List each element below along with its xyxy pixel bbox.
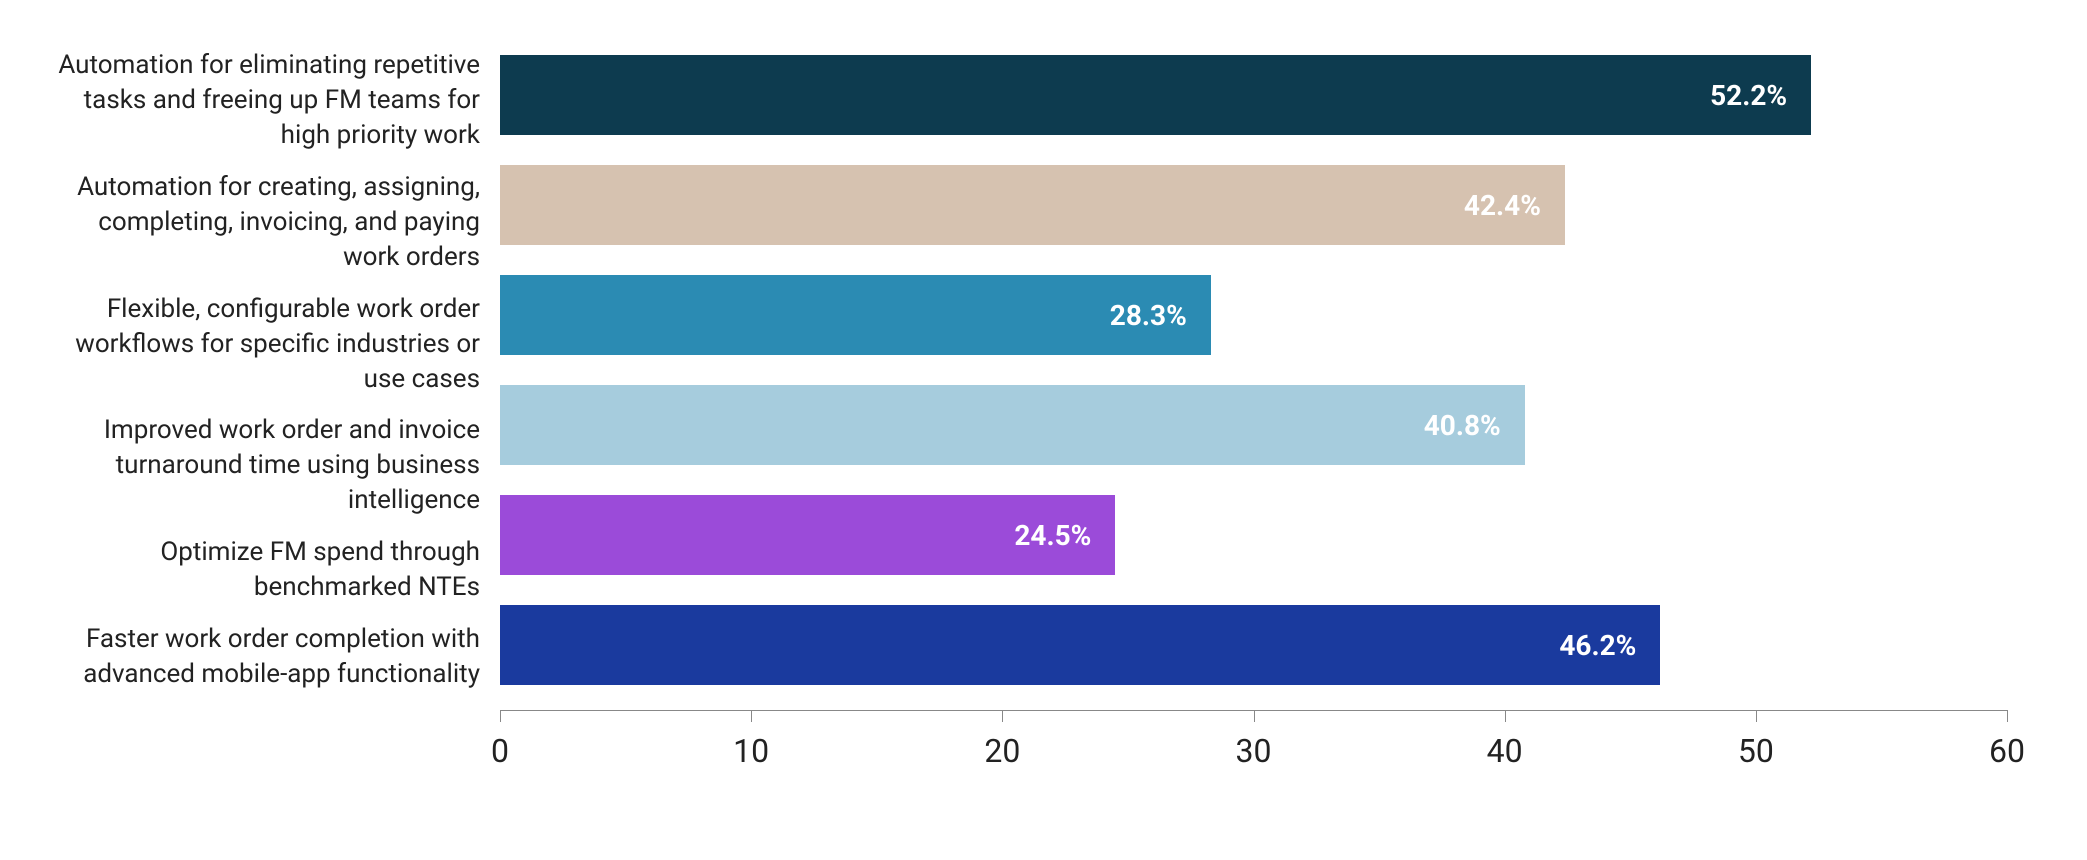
x-tick: [1254, 710, 1255, 722]
x-axis-line: 0102030405060: [500, 710, 2007, 800]
x-tick-label: 0: [491, 732, 509, 770]
x-tick-label: 20: [984, 732, 1020, 770]
x-axis: 0102030405060: [40, 710, 2007, 800]
bar-row: 40.8%: [500, 385, 2007, 465]
bar: 40.8%: [500, 385, 1525, 465]
chart-body: Automation for eliminating repetitive ta…: [40, 40, 2007, 700]
bar-value: 40.8%: [1424, 409, 1501, 442]
x-tick-label: 40: [1487, 732, 1523, 770]
x-tick-label: 10: [733, 732, 769, 770]
x-tick-label: 50: [1738, 732, 1774, 770]
bar-value: 28.3%: [1110, 299, 1187, 332]
bars-area: 52.2% 42.4% 28.3% 40.8% 24.5% 46.2%: [500, 40, 2007, 700]
bar-value: 46.2%: [1559, 629, 1636, 662]
x-tick-label: 60: [1989, 732, 2025, 770]
bar-value: 42.4%: [1464, 189, 1541, 222]
x-tick-label: 30: [1236, 732, 1272, 770]
bar: 28.3%: [500, 275, 1211, 355]
axis-spacer: [40, 710, 500, 800]
bar-value: 52.2%: [1710, 79, 1787, 112]
bar: 52.2%: [500, 55, 1811, 135]
bar-label: Automation for eliminating repetitive ta…: [40, 48, 480, 153]
bar-row: 24.5%: [500, 495, 2007, 575]
bar: 42.4%: [500, 165, 1565, 245]
bar-row: 28.3%: [500, 275, 2007, 355]
x-tick: [1002, 710, 1003, 722]
x-tick: [751, 710, 752, 722]
bar-label: Optimize FM spend through benchmarked NT…: [40, 535, 480, 605]
bar: 46.2%: [500, 605, 1660, 685]
x-tick: [1505, 710, 1506, 722]
bar-value: 24.5%: [1014, 519, 1091, 552]
bar: 24.5%: [500, 495, 1115, 575]
bar-row: 46.2%: [500, 605, 2007, 685]
bar-label: Faster work order completion with advanc…: [40, 622, 480, 692]
bar-chart: Automation for eliminating repetitive ta…: [0, 0, 2087, 860]
bar-row: 42.4%: [500, 165, 2007, 245]
x-tick: [1756, 710, 1757, 722]
bar-row: 52.2%: [500, 55, 2007, 135]
bar-label: Flexible, configurable work order workfl…: [40, 292, 480, 397]
x-tick: [2007, 710, 2008, 722]
bar-label: Automation for creating, assigning, comp…: [40, 170, 480, 275]
y-axis-labels: Automation for eliminating repetitive ta…: [40, 40, 500, 700]
bar-label: Improved work order and invoice turnarou…: [40, 413, 480, 518]
x-tick: [500, 710, 501, 722]
